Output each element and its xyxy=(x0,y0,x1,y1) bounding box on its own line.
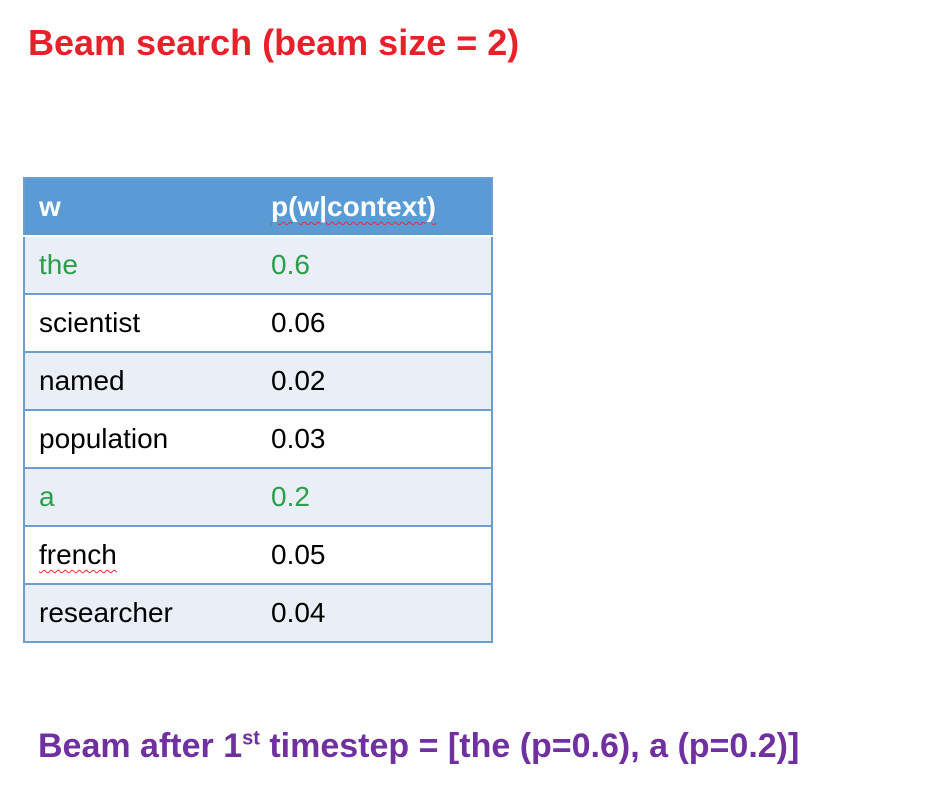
caption-prefix: Beam after 1 xyxy=(38,727,243,765)
prob-cell: 0.04 xyxy=(257,584,492,643)
beam-result-caption: Beam after 1st timestep = [the (p=0.6), … xyxy=(38,727,799,766)
table-row: named 0.02 xyxy=(24,352,492,411)
word-cell: researcher xyxy=(24,584,257,643)
table-row: a 0.2 xyxy=(24,468,492,527)
prob-cell: 0.05 xyxy=(257,526,492,585)
table-header-row: w p(w|context) xyxy=(24,178,492,237)
caption-superscript: st xyxy=(242,727,260,750)
word-cell: a xyxy=(24,468,257,527)
table-row: the 0.6 xyxy=(24,236,492,295)
column-header-prob: p(w|context) xyxy=(257,178,492,237)
caption-suffix: timestep = [the (p=0.6), a (p=0.2)] xyxy=(259,727,800,765)
prob-cell: 0.06 xyxy=(257,294,492,353)
prob-cell: 0.6 xyxy=(257,236,492,295)
word-cell: named xyxy=(24,352,257,411)
column-header-prob-text: p(w|context) xyxy=(271,191,436,222)
column-header-word: w xyxy=(24,178,257,237)
table-row: population 0.03 xyxy=(24,410,492,469)
word-cell: scientist xyxy=(24,294,257,353)
prob-cell: 0.03 xyxy=(257,410,492,469)
prob-cell: 0.2 xyxy=(257,468,492,527)
slide-title: Beam search (beam size = 2) xyxy=(28,22,520,63)
word-cell: french xyxy=(24,526,257,585)
word-cell: the xyxy=(24,236,257,295)
word-cell: population xyxy=(24,410,257,469)
table-row: researcher 0.04 xyxy=(24,584,492,643)
table-row: scientist 0.06 xyxy=(24,294,492,353)
table-row: french 0.05 xyxy=(24,526,492,585)
probability-table: w p(w|context) the 0.6 scientist 0.06 na… xyxy=(23,177,493,643)
prob-cell: 0.02 xyxy=(257,352,492,411)
word-cell-text: french xyxy=(39,539,117,570)
